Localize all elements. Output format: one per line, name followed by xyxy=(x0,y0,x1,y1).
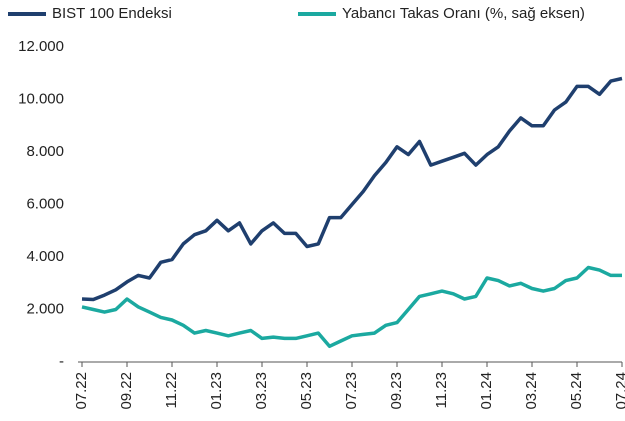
series-line xyxy=(81,265,622,349)
x-tick-label: 07.22 xyxy=(73,372,90,410)
x-tick-label: 07.23 xyxy=(343,372,360,410)
x-tick-label: 11.23 xyxy=(433,372,450,408)
y-tick-label: - xyxy=(59,353,64,370)
y-tick-label: 8.000 xyxy=(26,143,64,160)
x-tick-label: 03.24 xyxy=(523,372,540,410)
x-tick-label: 01.24 xyxy=(478,372,495,410)
x-tick-label: 11.22 xyxy=(163,372,180,408)
x-tick-label: 05.24 xyxy=(568,372,585,410)
y-tick-label: 2.000 xyxy=(26,300,64,317)
y-tick-label: 12.000 xyxy=(18,38,64,55)
series-line xyxy=(81,76,623,302)
x-tick-label: 03.23 xyxy=(253,372,270,410)
y-tick-label: 4.000 xyxy=(26,248,64,265)
y-tick-label: 10.000 xyxy=(18,90,64,107)
x-tick-label: 09.22 xyxy=(118,372,135,410)
x-tick-label: 05.23 xyxy=(298,372,315,410)
x-tick-label: 01.23 xyxy=(208,372,225,410)
legend-label: Yabancı Takas Oranı (%, sağ eksen) xyxy=(342,5,585,22)
y-tick-label: 6.000 xyxy=(26,195,64,212)
legend-label: BIST 100 Endeksi xyxy=(52,5,172,22)
x-tick-label: 07.24 xyxy=(613,372,625,410)
x-tick-label: 09.23 xyxy=(388,372,405,410)
